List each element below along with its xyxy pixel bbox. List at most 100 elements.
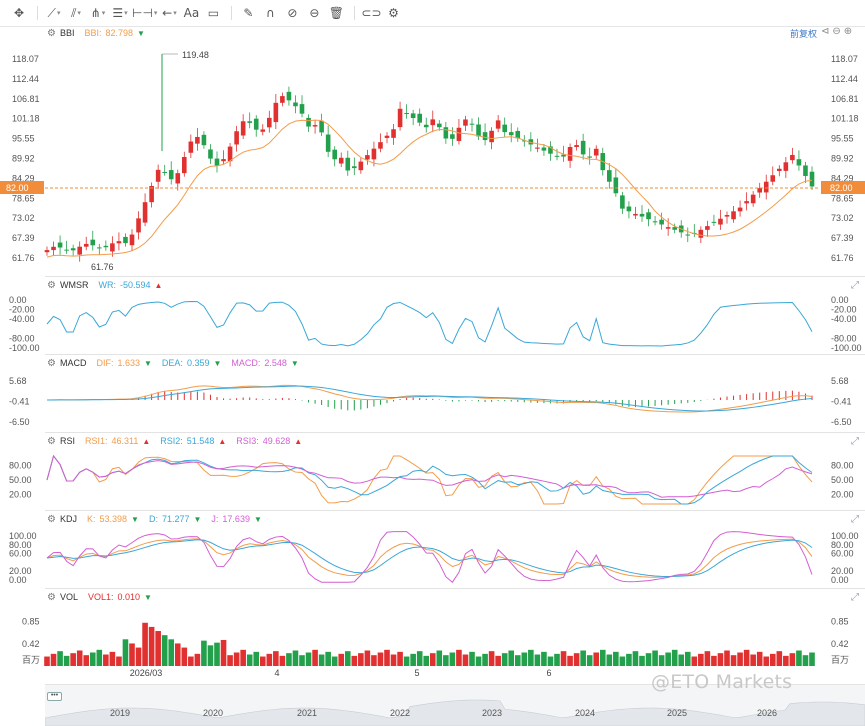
settings-icon[interactable]: ⚙ bbox=[47, 591, 56, 603]
volume-bar bbox=[678, 654, 685, 666]
expand-icon[interactable]: ⤢ bbox=[851, 592, 859, 603]
time-navigator[interactable]: 2019 2020 2021 2022 2023 2024 2025 2026 bbox=[45, 684, 865, 726]
settings-icon[interactable]: ⚙ bbox=[47, 357, 56, 369]
axis-tick-label: 百万 bbox=[831, 655, 849, 665]
trend-up-icon: ▲ bbox=[294, 436, 303, 446]
volume-bar bbox=[528, 649, 534, 666]
trash-icon[interactable]: 🗑 bbox=[328, 6, 345, 20]
volume-bar bbox=[351, 655, 358, 666]
arrow-icon[interactable]: ← ▾ bbox=[162, 6, 177, 20]
macd-name[interactable]: MACD bbox=[59, 358, 87, 368]
candle bbox=[541, 147, 547, 151]
zoom-in-icon[interactable]: ⊕ bbox=[843, 26, 853, 37]
adjust-button[interactable]: 前复权 bbox=[790, 29, 818, 39]
candle bbox=[763, 181, 769, 193]
link-icon[interactable]: ⊂⊃ bbox=[361, 6, 382, 20]
eye-icon[interactable]: ⊘ bbox=[287, 6, 298, 20]
zoom-out-icon[interactable]: ⊖ bbox=[832, 26, 841, 37]
navigator-year-label: 2020 bbox=[203, 708, 223, 718]
volume-bar bbox=[704, 651, 711, 666]
brush-icon[interactable]: ✎ bbox=[243, 6, 254, 20]
toolbar-divider bbox=[354, 6, 356, 20]
kdj-header: ⚙ KDJ K: 53.398 ▼ D: 71.277 ▼ J: 17.639 … bbox=[47, 512, 262, 526]
panel-divider bbox=[45, 432, 865, 433]
settings-icon[interactable]: ⚙ bbox=[47, 435, 56, 447]
candlestick-chart[interactable]: 118.07 112.44 106.81 101.18 95.55 89.92 84.29 7… bbox=[0, 40, 865, 276]
candle bbox=[554, 155, 560, 157]
text-icon[interactable]: Aa bbox=[183, 6, 200, 20]
price-tick-label: 106.81 bbox=[12, 94, 40, 104]
candle bbox=[168, 170, 174, 180]
volume-bar bbox=[560, 651, 567, 666]
volume-bar bbox=[109, 651, 116, 666]
kdj-name[interactable]: KDJ bbox=[59, 514, 77, 524]
volume-chart[interactable]: 0.85 0.85 0.42 0.42 百万 百万 2026/03 4 5 6 bbox=[0, 604, 865, 684]
axis-tick-label: -40.00 bbox=[831, 314, 857, 324]
channel-icon[interactable]: ⫽ ▾ bbox=[71, 5, 81, 20]
settings-icon[interactable]: ⚙ bbox=[47, 27, 56, 39]
wmsr-name[interactable]: WMSR bbox=[59, 280, 89, 290]
vol-name[interactable]: VOL bbox=[59, 592, 78, 602]
volume-bar bbox=[325, 651, 331, 666]
volume-bar bbox=[501, 653, 508, 666]
panel-divider bbox=[45, 276, 865, 277]
volume-bar bbox=[514, 655, 521, 666]
volume-bar bbox=[436, 650, 443, 666]
axis-tick-label: 80.00 bbox=[831, 461, 854, 471]
axis-tick-label: 0.85 bbox=[22, 616, 40, 626]
volume-bar bbox=[469, 651, 475, 666]
navigator-handle[interactable]: ••• bbox=[47, 692, 62, 701]
price-tick-label: 112.44 bbox=[831, 74, 858, 84]
candle bbox=[803, 165, 808, 176]
candle bbox=[502, 124, 507, 133]
expand-icon[interactable]: ⤢ bbox=[851, 280, 859, 291]
axis-tick-label: 80.00 bbox=[9, 461, 32, 471]
trend-line-icon[interactable]: ⟋ ▾ bbox=[47, 5, 61, 20]
candle bbox=[639, 213, 645, 217]
trend-down-icon: ▼ bbox=[213, 358, 222, 368]
axis-tick-label: 20.00 bbox=[9, 566, 32, 576]
volume-bar bbox=[364, 650, 371, 666]
magnet-icon[interactable]: ∩ bbox=[266, 6, 275, 20]
volume-bar bbox=[305, 652, 312, 666]
candle bbox=[495, 120, 501, 129]
volume-bar bbox=[129, 643, 135, 666]
volume-bar bbox=[266, 653, 273, 666]
indicator-name[interactable]: BBI bbox=[59, 28, 75, 38]
price-tick-label: 101.18 bbox=[12, 114, 40, 124]
settings-icon[interactable]: ⚙ bbox=[47, 279, 56, 291]
settings-icon[interactable]: ⚙ bbox=[388, 6, 399, 20]
settings-icon[interactable]: ⚙ bbox=[47, 513, 56, 525]
candle bbox=[338, 157, 344, 164]
candle bbox=[260, 129, 266, 132]
volume-bar bbox=[70, 653, 76, 666]
fork-icon[interactable]: ⋔ ▾ bbox=[90, 6, 106, 20]
j-label: J: bbox=[211, 514, 219, 524]
volume-bar bbox=[632, 651, 639, 666]
fibonacci-icon[interactable]: ☰ ▾ bbox=[112, 6, 128, 20]
candle bbox=[110, 243, 115, 252]
measure-icon[interactable]: ⊢⊣ ▾ bbox=[132, 6, 158, 20]
candle bbox=[312, 125, 318, 127]
expand-icon[interactable]: ⤢ bbox=[851, 436, 859, 447]
wmsr-chart[interactable]: 0.00 0.00-20.00 -20.00-40.00 -40.00-80.00 -8… bbox=[0, 292, 865, 354]
macd-chart[interactable]: 5.68 5.68 -0.41 -0.41 -6.50 -6.50 bbox=[0, 370, 865, 432]
candle bbox=[195, 136, 200, 144]
crosshair-icon[interactable]: ✥ bbox=[13, 6, 25, 20]
volume-bar bbox=[658, 655, 665, 666]
expand-icon[interactable]: ⤢ bbox=[851, 514, 859, 525]
axis-tick-label: -100.00 bbox=[831, 343, 862, 353]
axis-tick-label: 0.00 bbox=[9, 575, 27, 585]
volume-bar bbox=[423, 655, 430, 666]
panel-divider bbox=[45, 510, 865, 511]
comment-icon[interactable]: ▭ bbox=[207, 6, 220, 20]
candle bbox=[214, 158, 220, 166]
lock-icon[interactable]: ⊖ bbox=[309, 6, 320, 20]
trend-down-icon: ▼ bbox=[290, 358, 299, 368]
back-icon[interactable]: ⊲ bbox=[821, 26, 830, 37]
candle bbox=[182, 157, 187, 174]
rsi-name[interactable]: RSI bbox=[59, 436, 75, 446]
dea-value: 0.359 bbox=[186, 358, 210, 368]
rsi-chart[interactable]: 80.00 80.00 50.00 50.00 20.00 20.00 bbox=[0, 448, 865, 510]
